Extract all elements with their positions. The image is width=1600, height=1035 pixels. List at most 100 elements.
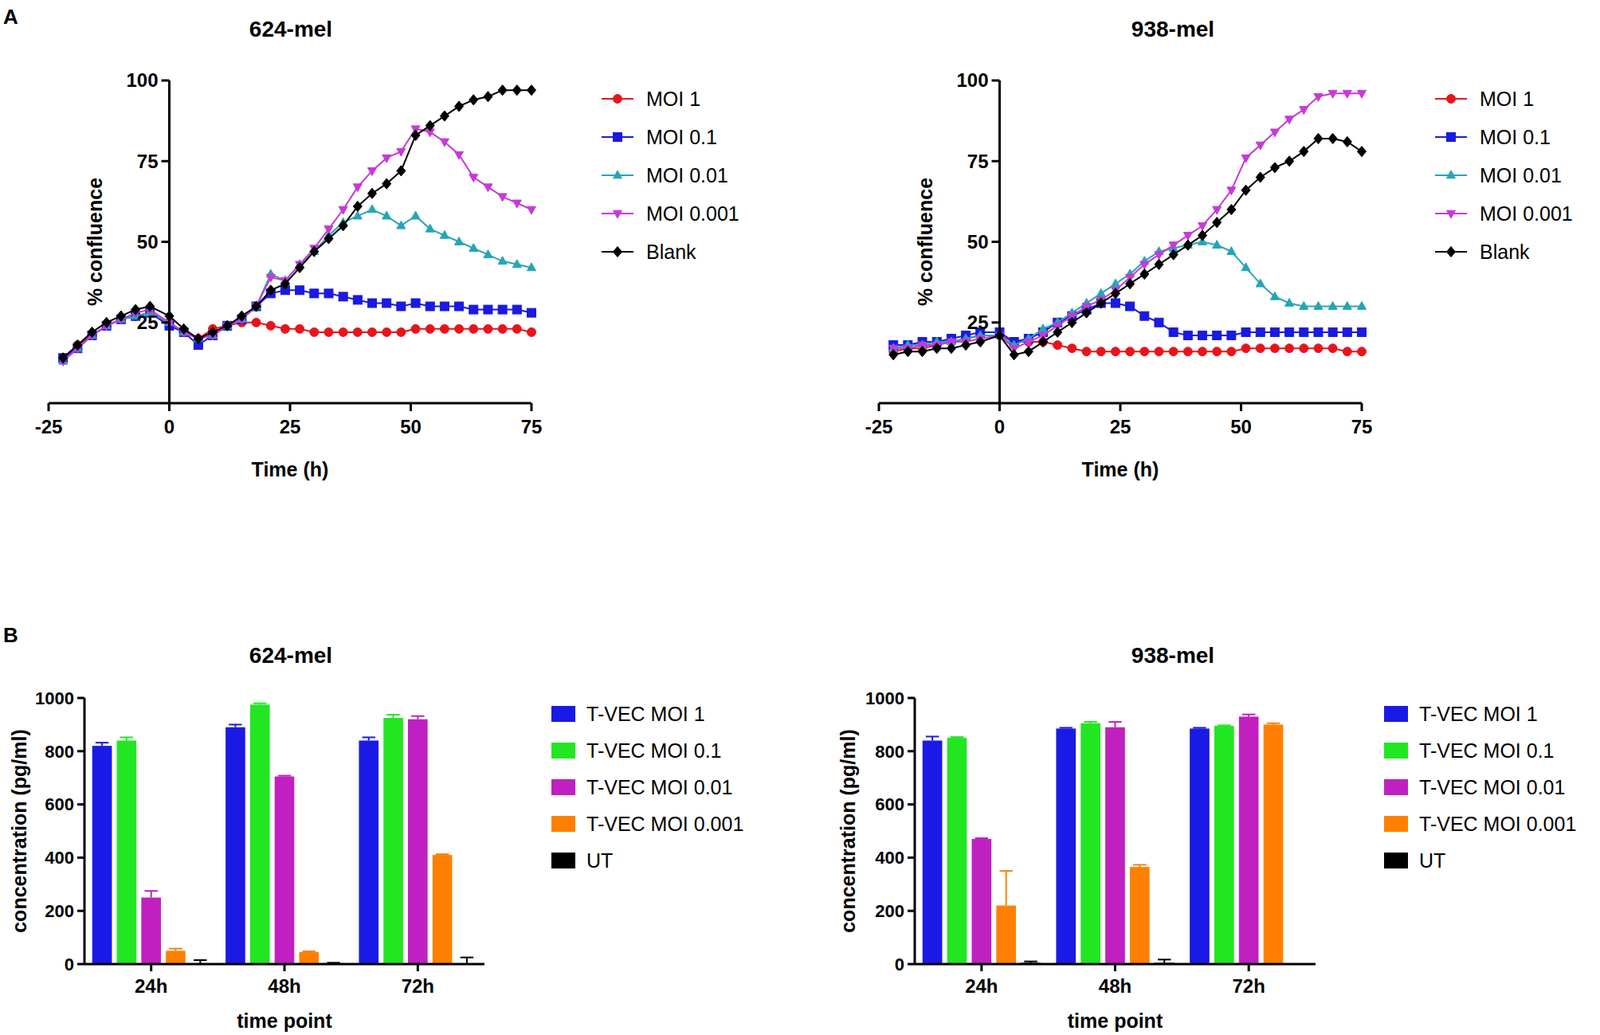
data-point xyxy=(1198,330,1208,340)
error-stem xyxy=(150,890,153,898)
legend-marker xyxy=(1447,94,1456,104)
data-point xyxy=(1212,347,1222,357)
data-point xyxy=(439,138,449,147)
legend-label: MOI 0.01 xyxy=(1479,164,1562,187)
x-tick xyxy=(1247,964,1251,972)
data-point xyxy=(1299,301,1309,310)
legend-label: UT xyxy=(586,849,613,872)
bar xyxy=(274,776,295,965)
legend-label: T-VEC MOI 1 xyxy=(1419,702,1538,726)
error-cap xyxy=(302,950,316,953)
legend-marker xyxy=(1447,210,1456,219)
data-point xyxy=(1255,327,1265,337)
data-point xyxy=(903,346,913,357)
panel-label: A xyxy=(3,4,19,29)
data-point xyxy=(382,298,392,308)
error-cap xyxy=(386,713,400,716)
data-point xyxy=(454,236,464,245)
legend-label: T-VEC MOI 0.001 xyxy=(586,812,744,836)
bar xyxy=(971,839,992,965)
data-point xyxy=(425,120,435,131)
data-point xyxy=(368,298,377,308)
y-tick xyxy=(992,321,1000,324)
x-tick-label: 0 xyxy=(994,415,1005,438)
legend-label: MOI 1 xyxy=(646,87,701,110)
data-point xyxy=(382,211,392,220)
x-axis-label: time point xyxy=(1067,1009,1164,1032)
data-point xyxy=(1110,278,1120,287)
x-tick xyxy=(409,403,412,412)
bar xyxy=(298,952,319,965)
error-bar xyxy=(1157,959,1171,963)
data-point xyxy=(1168,347,1178,357)
error-cap xyxy=(144,890,157,892)
data-point xyxy=(1212,330,1222,340)
bar xyxy=(250,704,271,965)
error-bar xyxy=(925,736,939,741)
error-bar xyxy=(362,737,376,741)
error-bar xyxy=(1083,721,1097,724)
y-tick xyxy=(77,909,85,913)
data-point xyxy=(1328,344,1338,353)
bar xyxy=(117,740,138,965)
plot-area xyxy=(58,85,537,367)
error-cap xyxy=(460,956,474,959)
data-point xyxy=(382,178,392,189)
error-cap xyxy=(1266,722,1280,725)
legend-label: MOI 1 xyxy=(1479,87,1534,110)
data-point xyxy=(1241,262,1251,271)
data-point xyxy=(483,91,493,102)
data-point xyxy=(1154,258,1164,270)
error-bar xyxy=(1242,714,1255,718)
bar xyxy=(358,740,379,965)
error-bar xyxy=(95,742,109,746)
figure: AB624-melTime (h)% confluence-2502550752… xyxy=(0,0,1600,1035)
legend-label: MOI 0.001 xyxy=(646,202,740,225)
data-point xyxy=(1110,298,1120,308)
y-tick-label: 0 xyxy=(64,954,75,975)
plot-area xyxy=(92,704,453,965)
error-cap xyxy=(1217,724,1231,726)
error-bar xyxy=(1059,727,1073,729)
data-point xyxy=(1313,327,1323,337)
error-bars xyxy=(925,714,1305,965)
bar xyxy=(1129,866,1150,965)
legend-label: MOI 0.1 xyxy=(646,125,718,149)
data-point xyxy=(368,204,377,213)
data-point xyxy=(1183,232,1193,241)
bar xyxy=(92,745,113,965)
error-cap xyxy=(1157,958,1171,961)
error-cap xyxy=(362,736,376,738)
legend-marker xyxy=(613,246,623,257)
legend-label: T-VEC MOI 0.1 xyxy=(1419,739,1554,762)
data-point xyxy=(352,211,362,220)
data-point xyxy=(368,188,377,199)
data-point xyxy=(1227,347,1236,357)
data-point xyxy=(1255,172,1265,183)
data-point xyxy=(439,110,449,122)
legend-swatch xyxy=(1384,815,1408,832)
legend-label: UT xyxy=(1419,849,1446,872)
data-point xyxy=(1342,90,1352,99)
data-point xyxy=(527,206,537,215)
title: 624-mel xyxy=(249,16,333,42)
data-point xyxy=(1313,301,1323,310)
data-point xyxy=(469,243,479,252)
x-tick xyxy=(1239,403,1243,412)
x-tick xyxy=(289,403,292,412)
legend-label: T-VEC MOI 1 xyxy=(586,702,706,726)
series-line xyxy=(893,242,1362,350)
y-tick-label: 75 xyxy=(967,150,989,173)
data-point xyxy=(498,193,507,202)
data-point xyxy=(1342,327,1352,337)
data-point xyxy=(469,174,479,183)
data-point xyxy=(439,301,449,311)
x-axis-label: Time (h) xyxy=(251,458,330,481)
data-point xyxy=(295,286,305,295)
data-point xyxy=(498,305,507,314)
y-tick-label: 400 xyxy=(874,847,905,868)
x-tick xyxy=(1360,403,1364,412)
error-stem xyxy=(1005,870,1008,906)
data-point xyxy=(1023,346,1033,357)
error-cap xyxy=(1192,726,1206,729)
